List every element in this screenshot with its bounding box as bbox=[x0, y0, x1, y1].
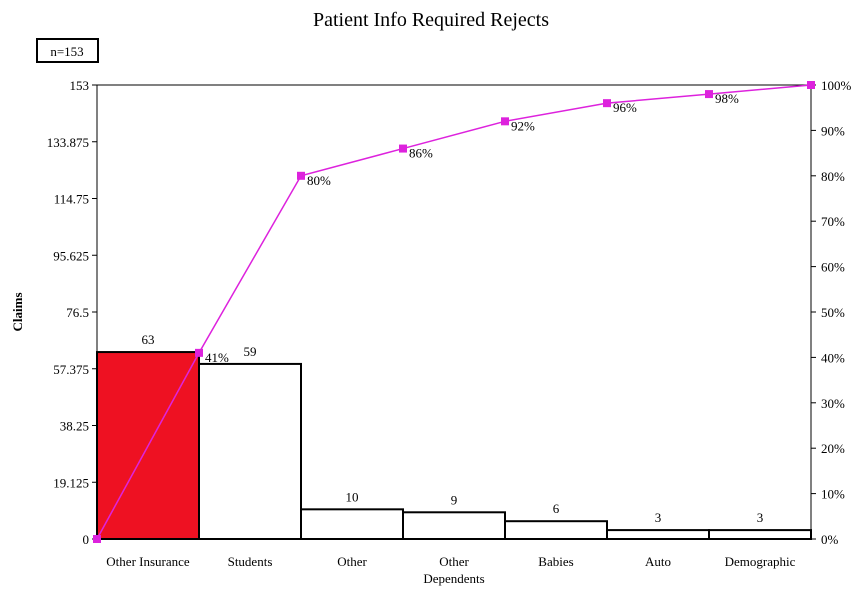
cumulative-point bbox=[297, 171, 305, 180]
category-label: Demographic bbox=[725, 554, 796, 569]
y-tick-label: 57.375 bbox=[53, 362, 89, 377]
cumulative-point bbox=[603, 99, 611, 108]
bar-value-label: 10 bbox=[346, 489, 359, 504]
y2-tick-label: 50% bbox=[821, 305, 845, 320]
y2-tick-label: 0% bbox=[821, 532, 839, 547]
bar bbox=[504, 520, 608, 541]
sample-size-label: n=153 bbox=[50, 44, 83, 59]
y2-tick-label: 80% bbox=[821, 169, 845, 184]
cumulative-point bbox=[501, 117, 509, 126]
category-label: Other Insurance bbox=[106, 554, 190, 569]
cumulative-percent-label: 86% bbox=[409, 146, 433, 161]
category-label: Babies bbox=[538, 554, 573, 569]
y-tick-label: 19.125 bbox=[53, 475, 89, 490]
y-tick-label: 95.625 bbox=[53, 248, 89, 263]
y-tick-label: 76.5 bbox=[66, 305, 89, 320]
cumulative-percent-label: 98% bbox=[715, 91, 739, 106]
y2-tick-label: 30% bbox=[821, 396, 845, 411]
bar-value-label: 3 bbox=[757, 510, 764, 525]
y-tick-label: 153 bbox=[70, 78, 90, 93]
bar bbox=[300, 508, 404, 540]
sample-size-box bbox=[36, 38, 99, 63]
y-tick-label: 114.75 bbox=[54, 192, 89, 207]
category-label: Other bbox=[439, 554, 469, 569]
cumulative-percent-label: 96% bbox=[613, 100, 637, 115]
cumulative-percent-label: 92% bbox=[511, 118, 535, 133]
cumulative-point bbox=[705, 90, 713, 99]
y-tick-label: 0 bbox=[83, 532, 90, 547]
y2-tick-label: 100% bbox=[821, 78, 852, 93]
cumulative-point bbox=[195, 348, 203, 357]
chart-title: Patient Info Required Rejects bbox=[313, 9, 549, 31]
plot-area: 0 19.125 38.25 57.375 76.5 95.625 114.75 133.87… bbox=[47, 78, 852, 586]
cumulative-point bbox=[399, 144, 407, 153]
bar bbox=[402, 511, 506, 541]
y-axis-label: Claims bbox=[10, 293, 25, 332]
y2-tick-label: 40% bbox=[821, 350, 845, 365]
bar-value-label: 9 bbox=[451, 492, 458, 507]
y2-tick-label: 10% bbox=[821, 487, 845, 502]
y-tick-label: 38.25 bbox=[60, 419, 89, 434]
cumulative-percent-label: 80% bbox=[307, 173, 331, 188]
bar-value-label: 6 bbox=[553, 501, 560, 516]
y2-tick-label: 90% bbox=[821, 123, 845, 138]
bar bbox=[606, 529, 710, 540]
category-label: Auto bbox=[645, 554, 671, 569]
cumulative-point bbox=[807, 81, 815, 89]
category-label: Dependents bbox=[423, 571, 484, 586]
bar bbox=[708, 529, 812, 540]
bar bbox=[198, 362, 302, 540]
y-tick-label: 133.875 bbox=[47, 135, 89, 150]
cumulative-percent-label: 41% bbox=[205, 350, 229, 365]
y2-tick-label: 70% bbox=[821, 214, 845, 229]
category-label: Other bbox=[337, 554, 367, 569]
bar-value-label: 59 bbox=[244, 344, 257, 359]
bar-value-label: 3 bbox=[655, 510, 662, 525]
y2-tick-label: 60% bbox=[821, 260, 845, 275]
bar-value-label: 63 bbox=[142, 332, 155, 347]
cumulative-point bbox=[93, 535, 101, 543]
y2-tick-label: 20% bbox=[821, 441, 845, 456]
cumulative-line bbox=[96, 84, 812, 540]
category-label: Students bbox=[228, 554, 273, 569]
